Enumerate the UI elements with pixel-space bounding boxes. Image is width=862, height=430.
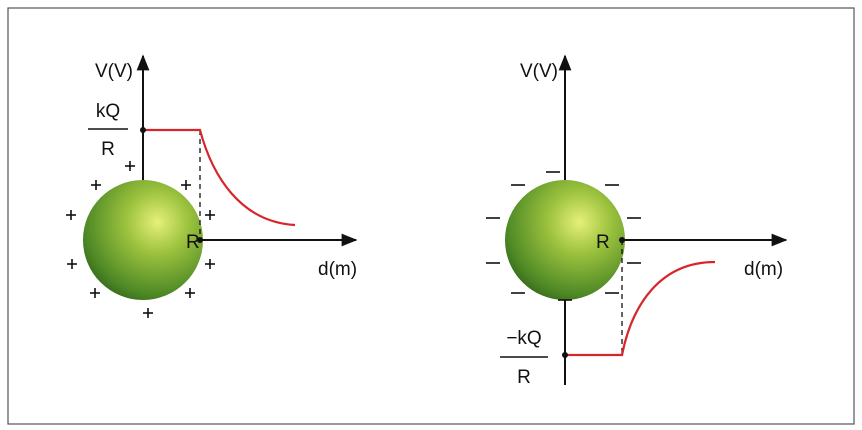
frame [7,7,855,425]
x-axis-label: d(m) [744,259,783,280]
y-axis-label: V(V) [95,61,133,82]
denominator: R [101,139,115,160]
negative-diagram: V(V) −kQ R R d(m) [486,54,788,388]
y-axis-label: V(V) [520,61,558,82]
point [562,352,568,358]
numerator: kQ [96,101,120,122]
radius-label: R [186,232,200,253]
numerator: −kQ [506,328,541,349]
sphere [83,180,203,300]
radius-label: R [596,232,610,253]
potential-curve [143,128,296,227]
point [140,127,146,133]
sphere [505,180,625,300]
point [197,237,203,243]
positive-diagram: V(V) kQ R R d(m) [66,54,358,318]
charges [486,171,641,301]
x-axis-label: d(m) [318,259,357,280]
denominator: R [517,367,531,388]
point [619,237,625,243]
potential-curve [565,260,716,357]
charges [66,161,215,318]
